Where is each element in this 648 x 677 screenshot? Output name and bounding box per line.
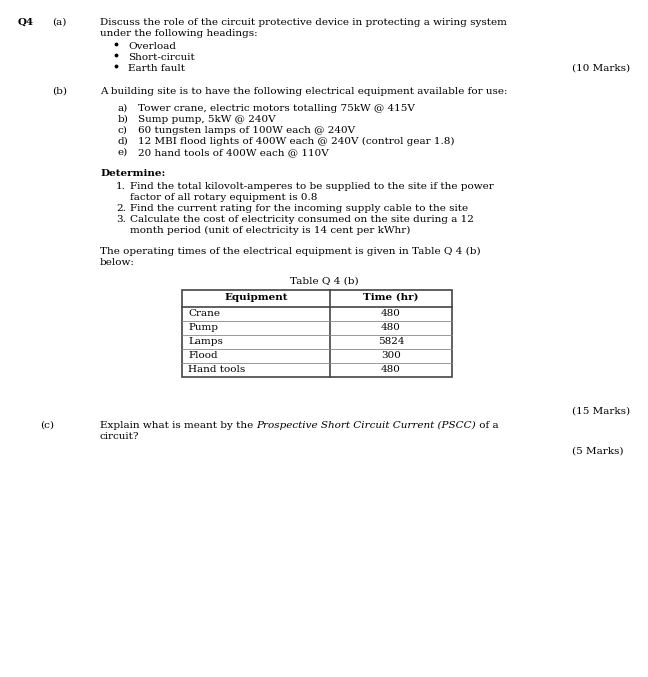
Text: month period (unit of electricity is 14 cent per kWhr): month period (unit of electricity is 14 … bbox=[130, 226, 410, 235]
Text: (15 Marks): (15 Marks) bbox=[572, 407, 630, 416]
Text: c): c) bbox=[118, 126, 128, 135]
Text: 300: 300 bbox=[381, 351, 401, 360]
Text: (5 Marks): (5 Marks) bbox=[572, 447, 623, 456]
Text: 1.: 1. bbox=[116, 182, 126, 191]
Text: 480: 480 bbox=[381, 323, 401, 332]
Text: Pump: Pump bbox=[188, 323, 218, 332]
Text: under the following headings:: under the following headings: bbox=[100, 29, 258, 38]
Text: b): b) bbox=[118, 115, 129, 124]
Text: Table Q 4 (b): Table Q 4 (b) bbox=[290, 277, 358, 286]
Text: Flood: Flood bbox=[188, 351, 218, 360]
Text: Discuss the role of the circuit protective device in protecting a wiring system: Discuss the role of the circuit protecti… bbox=[100, 18, 507, 27]
Text: d): d) bbox=[118, 137, 129, 146]
Text: Crane: Crane bbox=[188, 309, 220, 318]
Text: (a): (a) bbox=[52, 18, 66, 27]
Text: e): e) bbox=[118, 148, 128, 157]
Text: The operating times of the electrical equipment is given in Table Q 4 (b): The operating times of the electrical eq… bbox=[100, 247, 481, 256]
Text: Overload: Overload bbox=[128, 42, 176, 51]
Text: a): a) bbox=[118, 104, 128, 113]
Text: 60 tungsten lamps of 100W each @ 240V: 60 tungsten lamps of 100W each @ 240V bbox=[138, 126, 355, 135]
Text: 5824: 5824 bbox=[378, 337, 404, 346]
Text: Prospective Short Circuit Current (PSCC): Prospective Short Circuit Current (PSCC) bbox=[257, 421, 476, 430]
Text: Tower crane, electric motors totalling 75kW @ 415V: Tower crane, electric motors totalling 7… bbox=[138, 104, 415, 113]
Text: 480: 480 bbox=[381, 309, 401, 318]
Text: Find the current rating for the incoming supply cable to the site: Find the current rating for the incoming… bbox=[130, 204, 468, 213]
Text: 12 MBI flood lights of 400W each @ 240V (control gear 1.8): 12 MBI flood lights of 400W each @ 240V … bbox=[138, 137, 454, 146]
Text: below:: below: bbox=[100, 258, 135, 267]
Text: Earth fault: Earth fault bbox=[128, 64, 185, 73]
Text: Explain what is meant by the: Explain what is meant by the bbox=[100, 421, 257, 430]
Text: Hand tools: Hand tools bbox=[188, 365, 245, 374]
Text: Sump pump, 5kW @ 240V: Sump pump, 5kW @ 240V bbox=[138, 115, 275, 124]
Text: A building site is to have the following electrical equipment available for use:: A building site is to have the following… bbox=[100, 87, 507, 96]
Text: Lamps: Lamps bbox=[188, 337, 223, 346]
Text: factor of all rotary equipment is 0.8: factor of all rotary equipment is 0.8 bbox=[130, 193, 318, 202]
Text: of a: of a bbox=[476, 421, 499, 430]
Text: Equipment: Equipment bbox=[224, 293, 288, 302]
Text: Short-circuit: Short-circuit bbox=[128, 53, 195, 62]
Text: (c): (c) bbox=[40, 421, 54, 430]
Text: 2.: 2. bbox=[116, 204, 126, 213]
Text: 3.: 3. bbox=[116, 215, 126, 224]
Text: circuit?: circuit? bbox=[100, 432, 139, 441]
Text: Time (hr): Time (hr) bbox=[364, 293, 419, 302]
Text: (10 Marks): (10 Marks) bbox=[572, 64, 630, 73]
Text: Calculate the cost of electricity consumed on the site during a 12: Calculate the cost of electricity consum… bbox=[130, 215, 474, 224]
Bar bbox=[182, 290, 452, 377]
Text: Q4: Q4 bbox=[18, 18, 34, 27]
Text: Find the total kilovolt-amperes to be supplied to the site if the power: Find the total kilovolt-amperes to be su… bbox=[130, 182, 494, 191]
Text: 480: 480 bbox=[381, 365, 401, 374]
Text: (b): (b) bbox=[52, 87, 67, 96]
Text: 20 hand tools of 400W each @ 110V: 20 hand tools of 400W each @ 110V bbox=[138, 148, 329, 157]
Text: Determine:: Determine: bbox=[100, 169, 165, 178]
